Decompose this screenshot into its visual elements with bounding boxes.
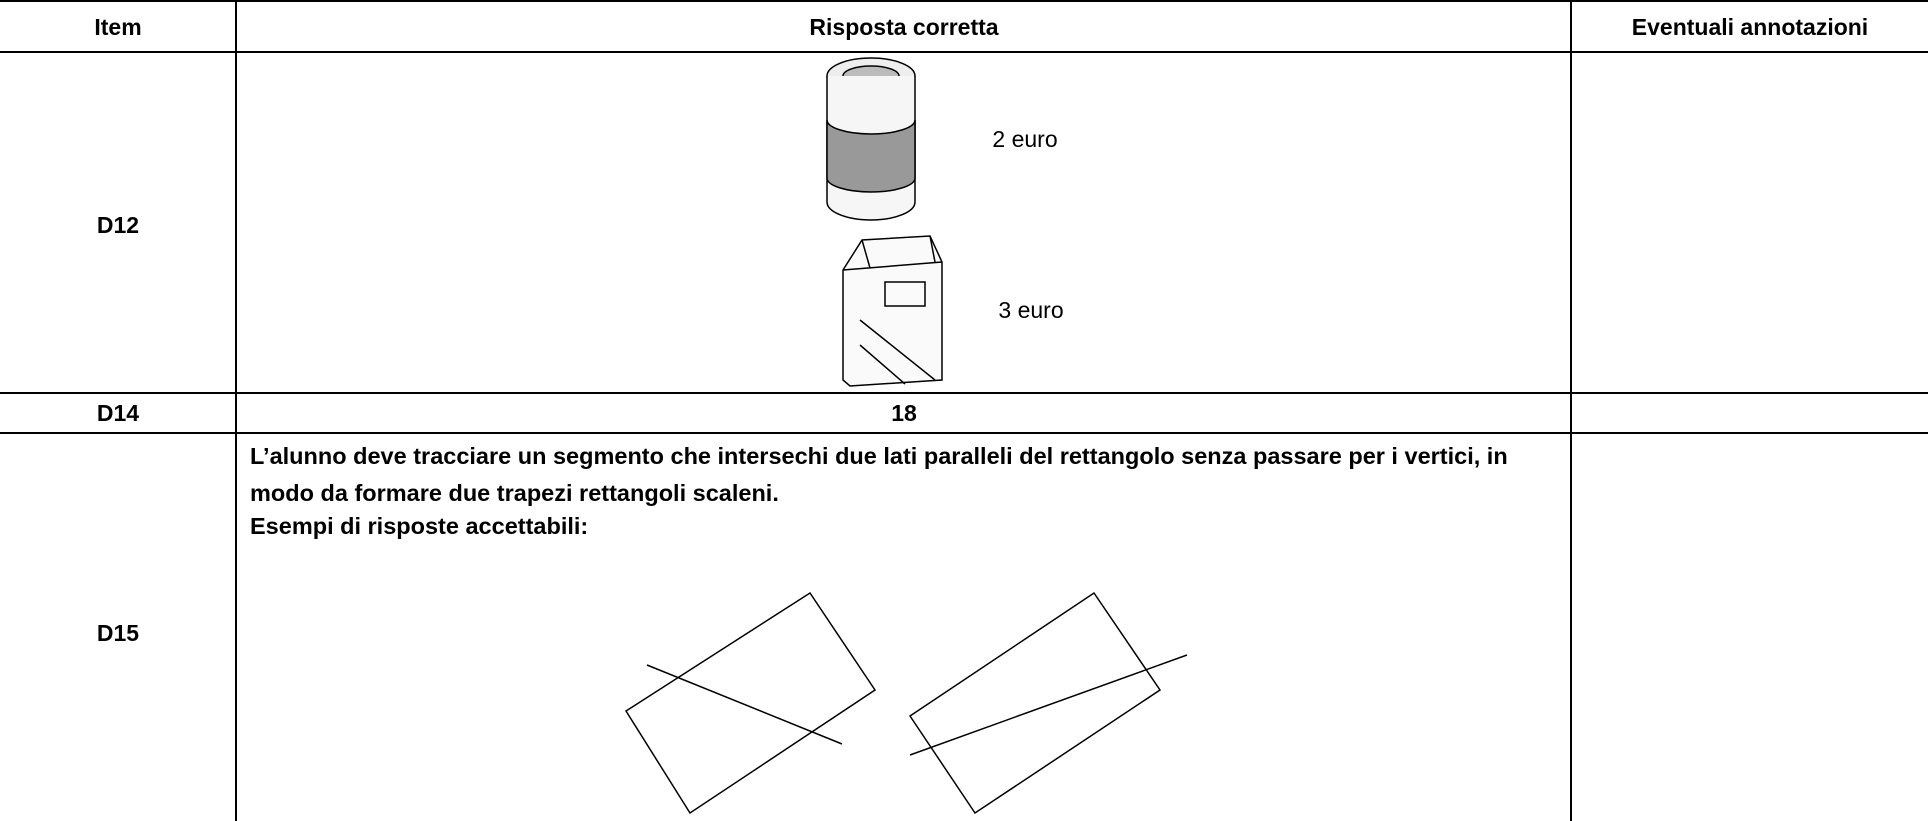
header-cell: Risposta corretta (809, 14, 999, 40)
item-label: D15 (96, 620, 140, 646)
rectangle-examples (624, 591, 1188, 815)
answer: 18 (891, 400, 917, 426)
header-cell: Item (94, 14, 142, 40)
item-label: D14 (96, 400, 140, 426)
can-drawing (826, 57, 916, 221)
price: 2 euro (992, 126, 1058, 152)
answer-text: L’alunno deve tracciare un segmento che … (250, 443, 1508, 506)
carton-drawing (842, 235, 943, 387)
header-cell: Eventuali annotazioni (1631, 14, 1869, 40)
item-label: D12 (96, 212, 140, 238)
price: 3 euro (998, 297, 1064, 323)
examples-label: Esempi di risposte accettabili: (250, 513, 589, 539)
